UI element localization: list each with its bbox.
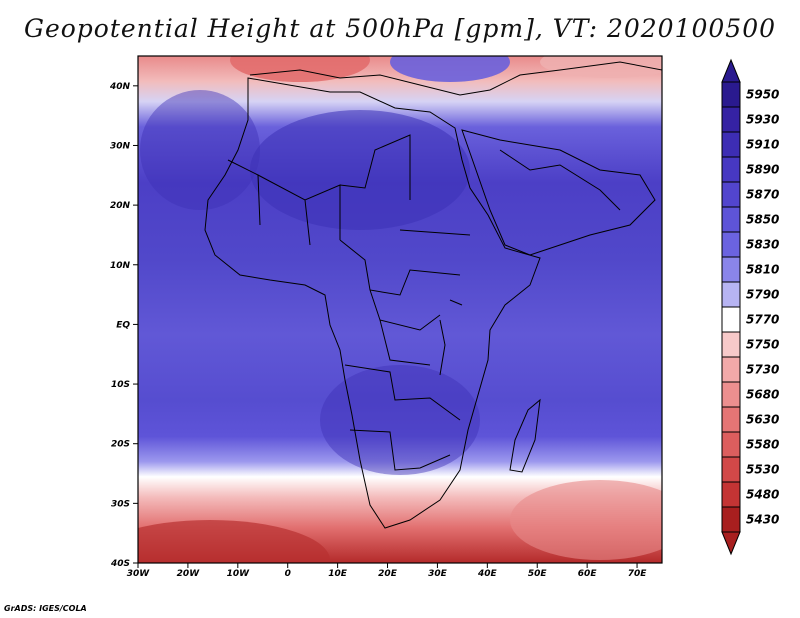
- colorbar: 5950 5930 5910 5890 5870 5850 5830 5810 5790 5770…: [721, 58, 779, 556]
- lon-tick-label: 20W: [177, 569, 201, 579]
- colorbar-swatch: [721, 181, 741, 208]
- lon-tick-label: 30W: [127, 569, 151, 579]
- colorbar-swatch: [721, 206, 741, 233]
- lon-tick-label: 40E: [477, 569, 498, 579]
- africa-coastline: [204, 77, 541, 529]
- lat-tick-label: 10S: [111, 380, 130, 390]
- colorbar-label: 5910: [746, 138, 779, 152]
- colorbar-swatch: [721, 131, 741, 158]
- lon-tick-label: 70E: [628, 569, 648, 579]
- southeast-trough: [510, 480, 662, 560]
- colorbar-swatch: [721, 106, 741, 133]
- colorbar-label: 5730: [746, 363, 779, 377]
- credit-text: GrADS: IGES/COLA: [4, 604, 87, 613]
- lat-tick-label: 20N: [110, 201, 131, 211]
- colorbar-swatch: [721, 381, 741, 408]
- southern-africa-borders: [344, 364, 461, 471]
- map-frame: [137, 55, 663, 564]
- madagascar-coastline: [509, 398, 541, 473]
- colorbar-swatch: [721, 481, 741, 508]
- lat-tick-label: 10N: [110, 261, 131, 271]
- colorbar-label: 5430: [746, 513, 779, 527]
- coastlines: [204, 61, 662, 529]
- colorbar-label: 5890: [746, 163, 779, 177]
- map-title: Geopotential Height at 500hPa [gpm], VT:…: [23, 14, 777, 43]
- colorbar-label: 5770: [746, 313, 779, 327]
- colorbar-bottom-arrow: [721, 531, 741, 556]
- great-lakes: [439, 299, 463, 376]
- colorbar-label: 5950: [746, 88, 779, 102]
- west-africa-borders: [227, 134, 411, 246]
- colorbar-label: 5810: [746, 263, 779, 277]
- lon-tick-label: 20E: [378, 569, 398, 579]
- colorbar-swatch: [721, 356, 741, 383]
- lon-tick-label: 0: [285, 569, 291, 579]
- lat-tick-label: 40N: [109, 82, 131, 92]
- colorbar-label: 5790: [746, 288, 779, 302]
- colorbar-swatch: [721, 431, 741, 458]
- colorbar-swatch: [721, 231, 741, 258]
- lat-tick-label: 30S: [111, 499, 130, 509]
- colorbar-swatch: [721, 456, 741, 483]
- colorbar-swatch: [721, 156, 741, 183]
- map-panel: [137, 55, 663, 564]
- colorbar-swatch: [721, 256, 741, 283]
- lon-tick-label: 10E: [328, 569, 348, 579]
- colorbar-label: 5580: [746, 438, 779, 452]
- lat-tick-label: 20S: [111, 440, 130, 450]
- arabia-borders: [499, 149, 621, 211]
- lat-tick-label: 40S: [110, 559, 130, 569]
- colorbar-label: 5530: [746, 463, 779, 477]
- colorbar-label: 5680: [746, 388, 779, 402]
- colorbar-swatch: [721, 306, 741, 333]
- colorbar-label: 5870: [746, 188, 779, 202]
- europe-coastline: [249, 61, 662, 96]
- colorbar-label: 5630: [746, 413, 779, 427]
- field-features: [138, 56, 662, 563]
- lat-tick-label: 30N: [110, 141, 131, 151]
- longitude-axis: 30W 20W 10W 0 10E 20E 30E 40E 50E 60E 70E: [127, 563, 647, 579]
- west-atlantic-high: [140, 90, 260, 210]
- north-ridge-gap: [390, 56, 510, 82]
- colorbar-label: 5850: [746, 213, 779, 227]
- colorbar-label: 5830: [746, 238, 779, 252]
- colorbar-swatch: [721, 281, 741, 308]
- lon-tick-label: 10W: [227, 569, 251, 579]
- central-africa-borders: [339, 229, 471, 366]
- arabia-coastline: [461, 129, 656, 256]
- sahara-high: [250, 110, 470, 230]
- colorbar-top-arrow: [721, 58, 741, 83]
- colorbar-label: 5750: [746, 338, 779, 352]
- lon-tick-label: 50E: [528, 569, 548, 579]
- lat-tick-label: EQ: [116, 320, 130, 330]
- southwest-trough: [138, 520, 330, 563]
- colorbar-label: 5930: [746, 113, 779, 127]
- southern-africa-high: [320, 365, 480, 475]
- northeast-trough: [540, 56, 662, 78]
- colorbar-label: 5480: [746, 488, 779, 502]
- colorbar-swatch: [721, 81, 741, 108]
- lon-tick-label: 30E: [428, 569, 448, 579]
- latitude-axis: 40N 30N 20N 10N EQ 10S 20S 30S 40S: [109, 82, 138, 569]
- lon-tick-label: 60E: [578, 569, 598, 579]
- colorbar-swatch: [721, 506, 741, 533]
- north-trough: [230, 56, 370, 82]
- colorbar-swatch: [721, 331, 741, 358]
- colorbar-swatch: [721, 406, 741, 433]
